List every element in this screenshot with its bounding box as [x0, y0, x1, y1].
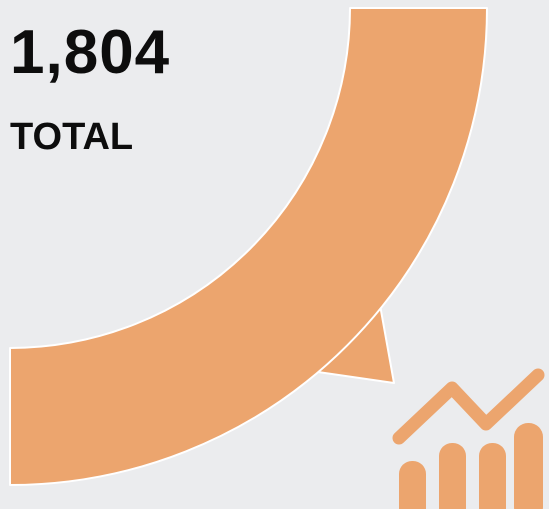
trend-bar-chart-icon [392, 368, 545, 509]
total-label: TOTAL [10, 116, 134, 158]
total-count: 1,804 [10, 18, 171, 87]
ring-arc [9, 7, 488, 486]
